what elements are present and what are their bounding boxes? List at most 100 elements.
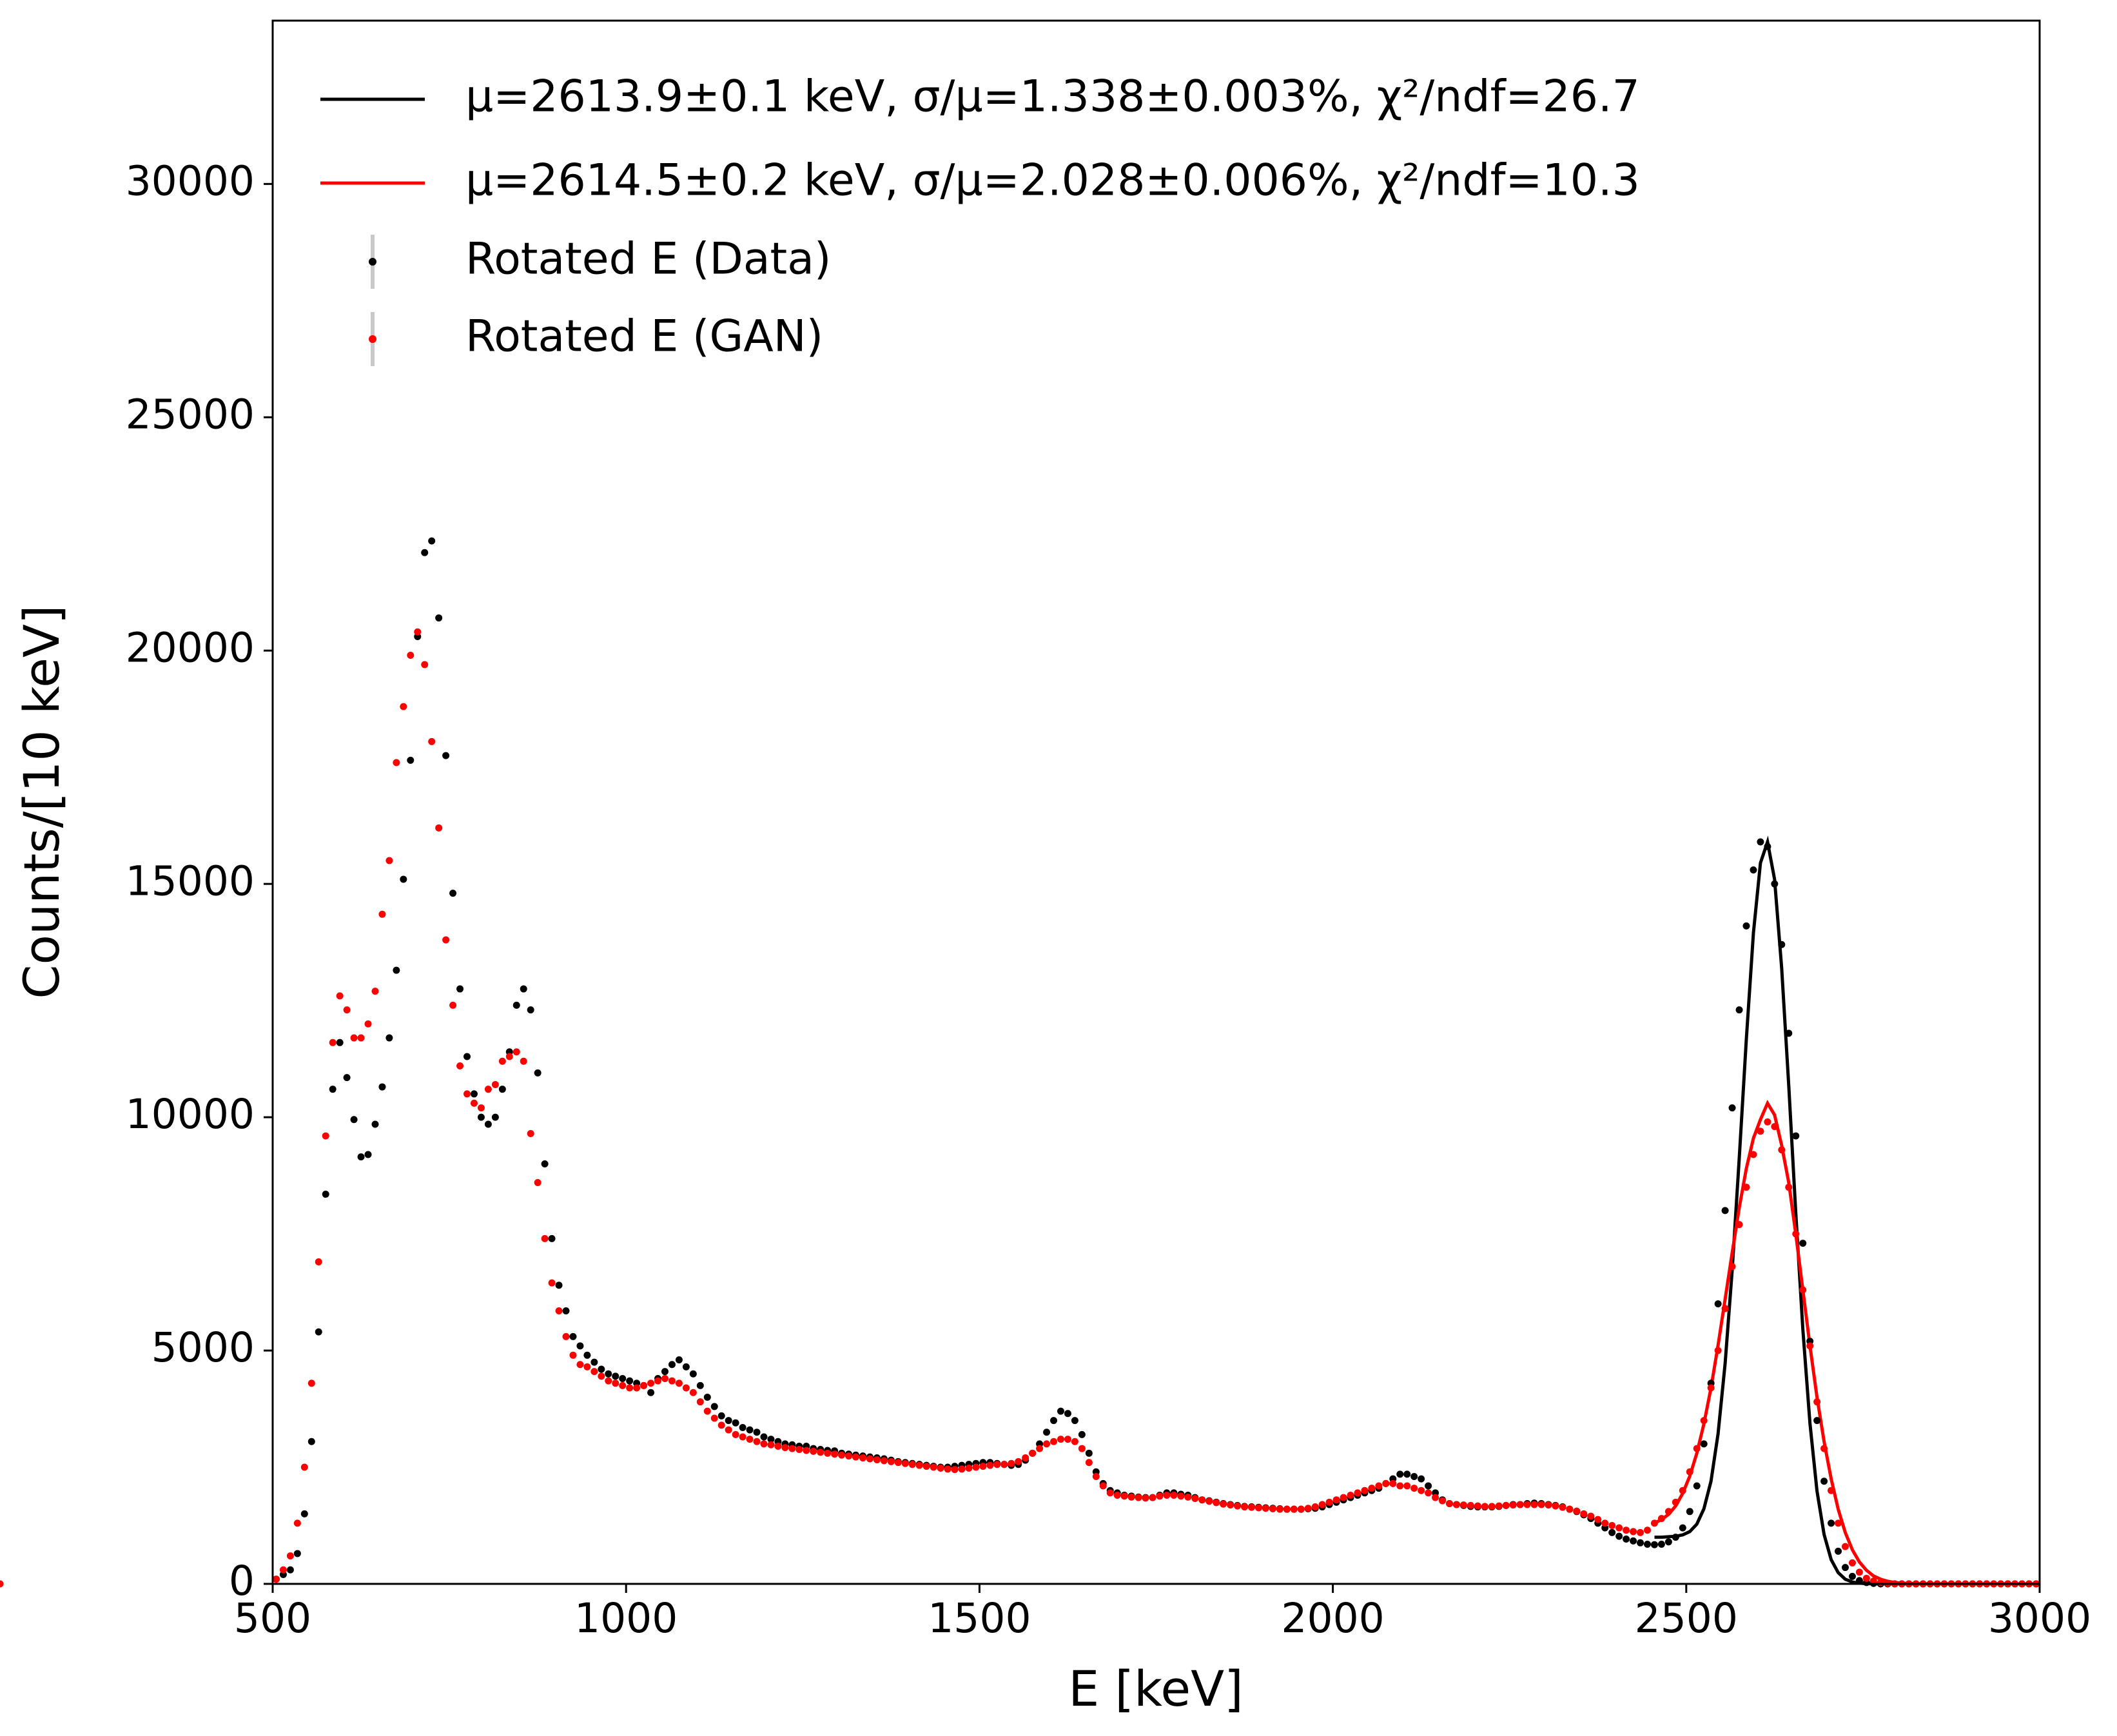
data-point [1693, 1445, 1701, 1452]
data-point [1862, 1574, 1870, 1582]
data-point [442, 936, 450, 944]
data-point [590, 1368, 598, 1376]
data-point [343, 1074, 351, 1082]
data-point [1721, 1207, 1729, 1214]
data-point [343, 1006, 351, 1014]
data-point [1509, 1501, 1517, 1509]
data-point [1608, 1522, 1616, 1530]
data-point [598, 1365, 605, 1373]
data-point [1792, 1230, 1800, 1238]
data-point [696, 1381, 704, 1389]
data-point [633, 1384, 641, 1392]
data-point [1311, 1503, 1319, 1511]
data-point [491, 1113, 499, 1121]
data-point [1778, 1146, 1786, 1154]
data-point [880, 1457, 888, 1465]
data-point [647, 1380, 655, 1387]
data-point [1537, 1501, 1545, 1508]
data-point [1679, 1524, 1686, 1532]
data-point [463, 1090, 471, 1098]
data-point [1728, 1263, 1736, 1271]
data-point [1318, 1501, 1326, 1508]
data-point [1828, 1487, 1835, 1494]
y-axis-label: Counts/[10 keV] [13, 605, 70, 999]
data-point [1142, 1494, 1149, 1502]
data-point [710, 1403, 718, 1410]
data-point [393, 966, 400, 974]
data-point [1403, 1470, 1411, 1478]
data-point [979, 1463, 987, 1470]
data-point [717, 1421, 725, 1429]
data-point [279, 1566, 287, 1574]
data-point [1043, 1429, 1051, 1436]
data-point [760, 1440, 768, 1448]
data-point [350, 1034, 358, 1042]
data-point [336, 992, 344, 1000]
data-point [1742, 922, 1750, 930]
data-point [442, 752, 450, 759]
legend-label: μ=2614.5±0.2 keV, σ/μ=2.028±0.006%, χ²/n… [465, 155, 1640, 206]
data-point [1418, 1487, 1425, 1494]
data-point [576, 1361, 584, 1369]
data-point [357, 1153, 365, 1161]
data-point [1127, 1493, 1135, 1501]
data-point [1347, 1491, 1354, 1499]
data-point [887, 1458, 895, 1465]
data-point [824, 1449, 832, 1457]
data-point [1869, 1577, 1877, 1585]
y-tick-label: 25000 [126, 391, 255, 438]
data-point [286, 1552, 294, 1560]
data-point [569, 1351, 577, 1359]
data-point [1092, 1473, 1100, 1481]
x-tick-label: 2000 [1281, 1595, 1384, 1642]
data-point [859, 1454, 866, 1462]
data-point [393, 759, 400, 766]
data-point [1573, 1507, 1581, 1515]
y-tick-label: 20000 [126, 624, 255, 671]
data-point [548, 1279, 556, 1287]
data-point [1841, 1564, 1849, 1572]
data-point [1855, 1577, 1863, 1585]
data-point [1552, 1502, 1559, 1510]
data-point [534, 1069, 541, 1077]
data-point [555, 1282, 563, 1289]
data-point [364, 1151, 372, 1158]
data-point [357, 1034, 365, 1042]
data-point [1601, 1519, 1609, 1527]
data-point [1057, 1436, 1064, 1443]
data-point [930, 1463, 937, 1471]
data-point [315, 1258, 322, 1266]
legend-label: Rotated E (Data) [465, 234, 831, 285]
data-point [1064, 1436, 1071, 1443]
data-point [831, 1450, 839, 1458]
data-point [1643, 1526, 1651, 1534]
data-point [710, 1414, 718, 1422]
data-point [1389, 1479, 1397, 1487]
data-point [894, 1459, 902, 1467]
data-point [307, 1380, 315, 1387]
y-tick-label: 30000 [126, 157, 255, 204]
data-point [1657, 1515, 1665, 1523]
data-point [1820, 1478, 1828, 1485]
data-point [1693, 1482, 1701, 1490]
data-point [1566, 1505, 1574, 1513]
data-point [1418, 1475, 1425, 1483]
data-point [576, 1342, 584, 1350]
data-point [760, 1433, 768, 1441]
data-point [512, 1048, 520, 1056]
data-point [647, 1389, 655, 1396]
data-point [703, 1407, 711, 1415]
data-point [569, 1332, 577, 1340]
data-point [605, 1377, 612, 1385]
data-point [364, 1020, 372, 1028]
data-point [852, 1453, 860, 1461]
data-point [300, 1463, 308, 1471]
data-point [817, 1448, 824, 1456]
data-point [385, 1034, 393, 1042]
data-point [958, 1465, 966, 1473]
data-point [1340, 1494, 1347, 1501]
data-point [866, 1455, 873, 1463]
data-point [286, 1566, 294, 1574]
data-point [527, 1006, 534, 1014]
